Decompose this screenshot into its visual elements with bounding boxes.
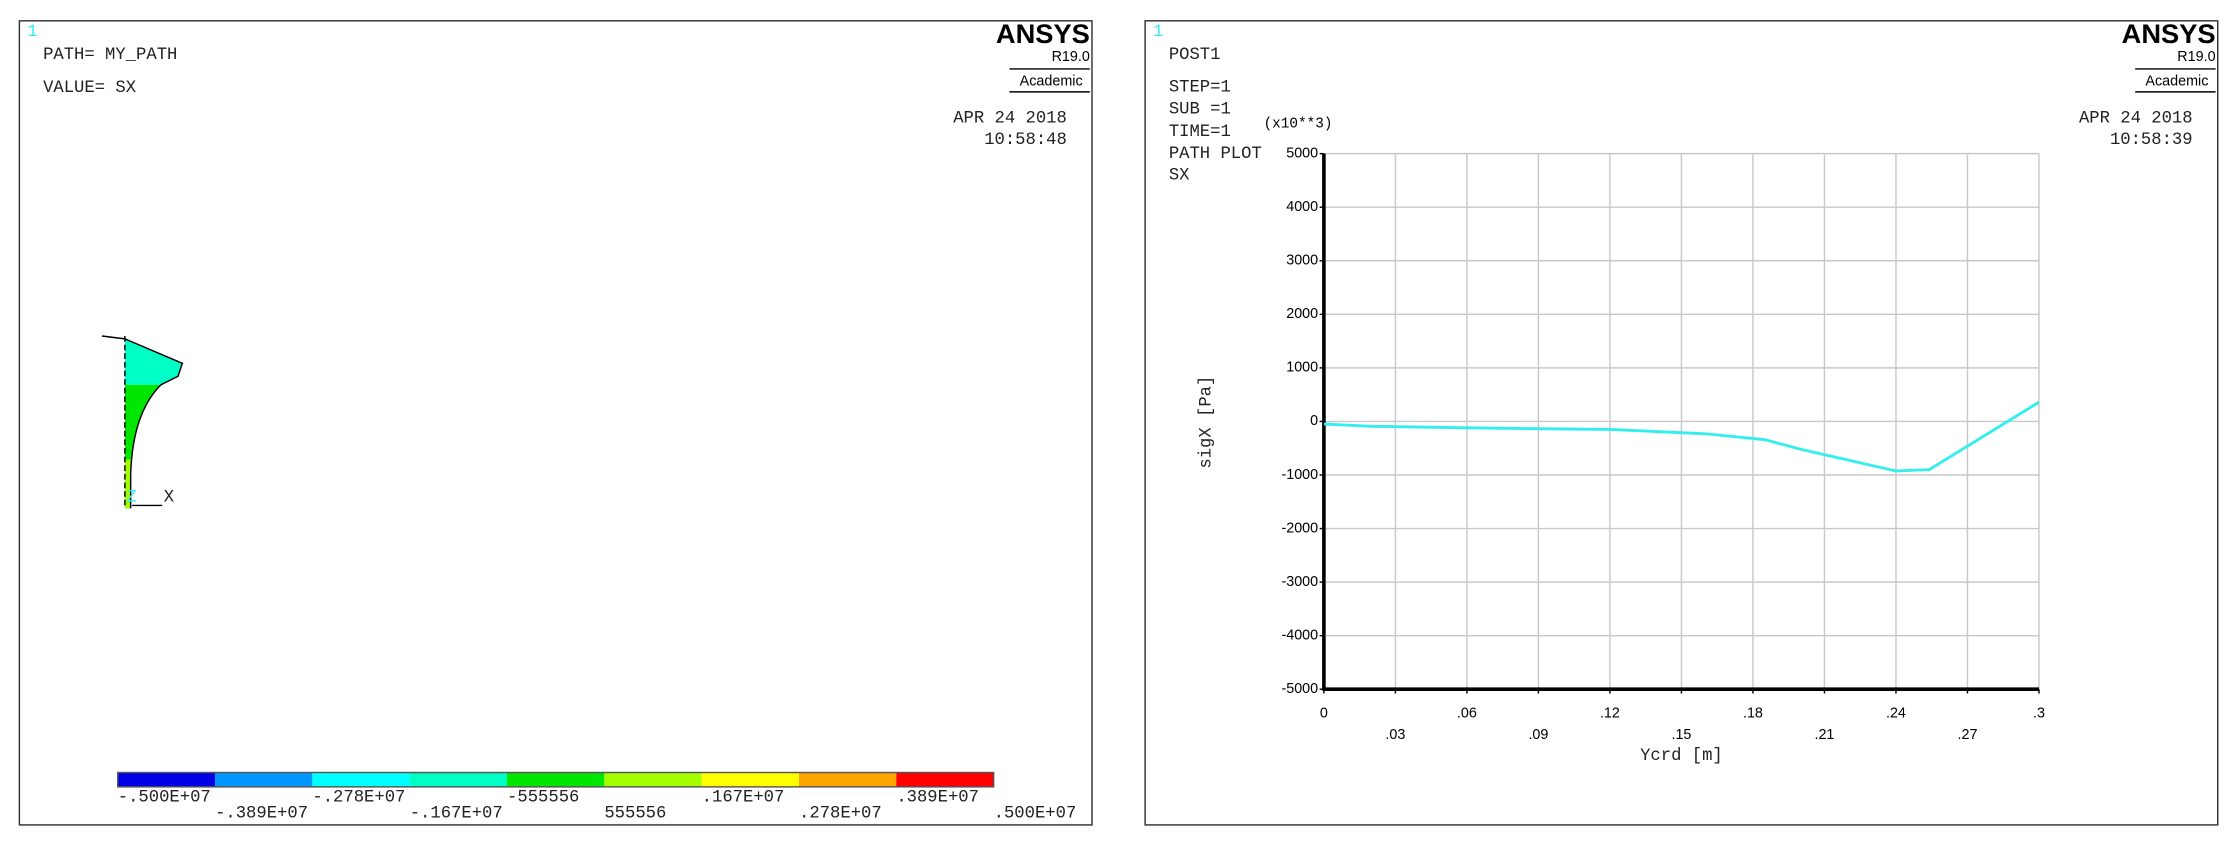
time: 10:58:39 xyxy=(2110,131,2193,150)
legend-swatch xyxy=(701,772,799,787)
brand: ANSYS xyxy=(996,18,1090,49)
x-tick-label: .3 xyxy=(2033,705,2045,721)
legend-swatch xyxy=(798,772,897,787)
y-tick-label: 4000 xyxy=(1286,199,1318,215)
legend-label: -.167E+07 xyxy=(410,804,503,823)
contour-region xyxy=(124,338,183,385)
legend-swatch xyxy=(604,772,702,787)
x-tick-label: .18 xyxy=(1743,705,1763,721)
plot-area: -5000 -4000 -3000 -2000 -1000 0 1000 2000 3000 40… xyxy=(1281,145,2045,743)
legend-label: .500E+07 xyxy=(994,804,1077,823)
x-tick-label: .03 xyxy=(1385,727,1405,743)
legend-label: .389E+07 xyxy=(896,788,979,807)
legend-label: -.389E+07 xyxy=(215,804,308,823)
date: APR 24 2018 xyxy=(2079,109,2193,128)
contour-region xyxy=(124,459,131,509)
info-line: SUB =1 xyxy=(1169,101,1231,120)
time: 10:58:48 xyxy=(984,131,1067,150)
axis-z: Z xyxy=(126,488,136,507)
y-tick-label: -2000 xyxy=(1281,520,1318,536)
x-tick-label: .27 xyxy=(1957,727,1977,743)
axis-x: X xyxy=(164,488,175,507)
x-tick-label: .09 xyxy=(1528,727,1548,743)
legend-frame xyxy=(117,771,995,788)
x-tick-label: .06 xyxy=(1457,705,1477,721)
legend-label: 555556 xyxy=(604,804,666,823)
legend-swatch xyxy=(215,772,313,787)
edition: Academic xyxy=(1020,74,1083,90)
brand: ANSYS xyxy=(2122,18,2216,49)
legend-swatch xyxy=(507,772,605,787)
x-tick-label: .21 xyxy=(1814,727,1834,743)
y-tick-label: -3000 xyxy=(1281,574,1318,590)
edition: Academic xyxy=(2145,74,2208,90)
contour-region xyxy=(124,384,161,509)
legend-entry: SX xyxy=(1169,167,1190,186)
info-line: POST1 xyxy=(1169,46,1221,65)
version: R19.0 xyxy=(1052,49,1090,65)
multiplier: (x10**3) xyxy=(1264,116,1333,132)
x-tick-label: 0 xyxy=(1320,705,1328,721)
path-label: PATH= MY_PATH xyxy=(43,46,177,65)
x-axis-label: Ycrd [m] xyxy=(1640,747,1723,766)
y-tick-label: 0 xyxy=(1310,413,1318,429)
legend-swatch xyxy=(117,772,216,787)
info-line: PATH PLOT xyxy=(1169,145,1262,164)
x-tick-label: .12 xyxy=(1600,705,1620,721)
legend-label: -555556 xyxy=(507,788,579,807)
color-legend: -.500E+07-.389E+07-.278E+07 -.167E+07-555… xyxy=(117,771,1077,823)
version: R19.0 xyxy=(2177,49,2215,65)
left-window xyxy=(18,20,1093,826)
info-line: TIME=1 xyxy=(1169,123,1231,142)
contour-model xyxy=(101,335,184,509)
y-tick-label: 1000 xyxy=(1286,360,1318,376)
legend-swatch xyxy=(896,772,994,787)
x-tick-label: .15 xyxy=(1671,727,1691,743)
y-axis-label: sigX [Pa] xyxy=(1198,376,1217,469)
legend-label: -.500E+07 xyxy=(118,788,211,807)
date: APR 24 2018 xyxy=(953,109,1067,128)
y-tick-label: 3000 xyxy=(1286,253,1318,269)
legend-swatch xyxy=(312,772,410,787)
contour-outline xyxy=(101,335,184,509)
info-lines: POST1 STEP=1 SUB =1 TIME=1 PATH PLOT SX xyxy=(1169,46,1262,186)
y-tick-label: -5000 xyxy=(1281,681,1318,697)
y-tick-label: -4000 xyxy=(1281,627,1318,643)
y-tick-label: -1000 xyxy=(1281,467,1318,483)
data-line xyxy=(1323,400,2040,473)
y-tick-label: 2000 xyxy=(1286,306,1318,322)
window-number: 1 xyxy=(1153,23,1163,42)
y-tick-label: 5000 xyxy=(1286,145,1318,161)
legend-swatch xyxy=(409,772,508,787)
legend-label: .167E+07 xyxy=(702,788,785,807)
x-tick-label: .24 xyxy=(1886,705,1906,721)
window-number: 1 xyxy=(27,23,37,42)
value-label: VALUE= SX xyxy=(43,79,137,98)
legend-label: -.278E+07 xyxy=(312,788,405,807)
legend-label: .278E+07 xyxy=(799,804,882,823)
info-line: STEP=1 xyxy=(1169,78,1231,97)
